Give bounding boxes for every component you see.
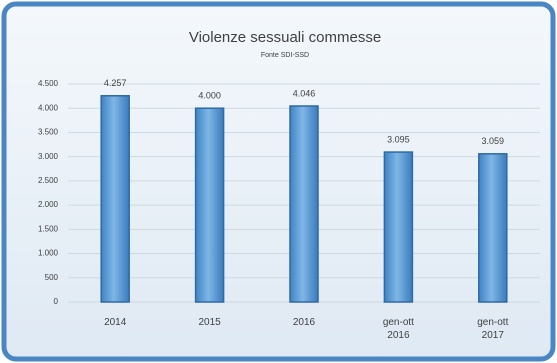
- data-label: 3.095: [387, 134, 410, 144]
- data-label: 3.059: [482, 136, 505, 146]
- y-tick-label: 1.500: [38, 224, 59, 233]
- x-tick-label: gen-ott 2016: [382, 317, 414, 341]
- data-label: 4.257: [104, 78, 127, 88]
- y-tick-label: 1.000: [38, 249, 59, 258]
- y-tick-label: 2.500: [38, 176, 59, 185]
- data-label: 4.000: [198, 91, 221, 101]
- chart-title: Violenze sessuali commesse: [189, 29, 381, 46]
- x-tick-label: 2016: [292, 317, 316, 328]
- y-tick-label: 4.000: [38, 103, 59, 112]
- bar: [478, 153, 508, 303]
- y-tick-label: 2.000: [38, 200, 59, 209]
- y-tick-label: 3.000: [38, 152, 59, 161]
- y-tick-label: 500: [45, 273, 59, 282]
- bar: [100, 95, 130, 303]
- bar: [194, 107, 225, 303]
- bar: [289, 105, 319, 303]
- x-tick-label: 2014: [104, 317, 127, 328]
- bar: [383, 151, 414, 303]
- chart-subtitle: Fonte SDI-SSD: [261, 52, 309, 59]
- y-tick-label: 4.500: [38, 79, 59, 88]
- x-tick-label: gen-ott 2017: [477, 317, 509, 341]
- data-label: 4.046: [293, 88, 316, 98]
- x-tick-label: 2015: [198, 317, 221, 328]
- y-tick-label: 3.500: [38, 128, 59, 137]
- y-tick-label: 0: [54, 297, 59, 306]
